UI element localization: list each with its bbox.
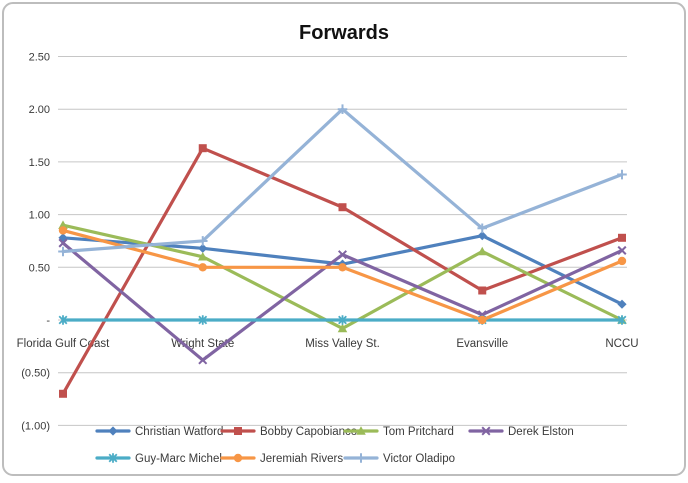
data-point-marker: [617, 315, 627, 325]
legend-item-bobby-capobianco: Bobby Capobianco: [220, 426, 357, 438]
data-point-marker: [356, 426, 366, 435]
data-point-marker: [58, 220, 68, 229]
data-point-marker: [478, 315, 487, 325]
data-point-marker: [338, 203, 347, 212]
data-point-marker: [198, 263, 207, 272]
legend-item-christian-watford: Christian Watford: [95, 426, 223, 438]
legend-item-jeremiah-rivers: Jeremiah Rivers: [220, 453, 343, 465]
data-point-marker: [617, 169, 627, 180]
y-tick-label: (0.50): [21, 368, 50, 380]
x-category-label: Miss Valley St.: [305, 338, 380, 350]
data-point-marker: [198, 243, 208, 253]
data-point-marker: [58, 246, 68, 257]
legend-label: Tom Pritchard: [383, 426, 454, 438]
legend-item-derek-elston: Derek Elston: [468, 426, 574, 438]
data-point-marker: [197, 236, 208, 246]
data-point-marker: [59, 389, 67, 398]
series-layer: [58, 104, 627, 398]
data-point-marker: [108, 426, 118, 436]
legend-label: Christian Watford: [135, 426, 223, 438]
y-tick-label: 1.50: [29, 157, 50, 169]
data-point-marker: [337, 323, 348, 333]
x-category-label: Evansville: [456, 338, 508, 350]
data-point-marker: [198, 144, 207, 153]
legend-layer: Christian Watford Bobby Capobianco Tom Pri…: [95, 426, 574, 465]
data-point-marker: [337, 104, 348, 114]
legend-label: Guy-Marc Michel: [135, 453, 222, 465]
data-point-marker: [477, 246, 488, 256]
y-tick-label: 0.50: [29, 262, 50, 274]
y-tick-label: (1.00): [21, 420, 50, 432]
data-point-marker: [197, 251, 208, 261]
data-point-marker: [356, 453, 366, 463]
data-point-marker: [617, 245, 627, 255]
data-point-marker: [108, 453, 118, 463]
y-tick-label: 1.00: [29, 210, 50, 222]
y-tick-label: 2.50: [29, 52, 50, 64]
data-point-marker: [477, 223, 488, 234]
chart-title: Forwards: [299, 22, 389, 44]
legend-label: Derek Elston: [508, 426, 574, 438]
data-point-marker: [338, 315, 347, 325]
data-point-marker: [198, 355, 208, 365]
legend-item-victor-oladipo: Victor Oladipo: [343, 453, 455, 465]
data-point-marker: [58, 238, 68, 248]
y-tick-label: 2.00: [29, 104, 50, 116]
data-point-marker: [338, 263, 347, 272]
data-point-marker: [234, 427, 242, 435]
data-point-marker: [198, 315, 208, 325]
x-category-label: Florida Gulf Coast: [17, 338, 110, 350]
legend-label: Bobby Capobianco: [260, 426, 357, 438]
x-category-label: NCCU: [605, 338, 638, 350]
legend-item-guy-marc-michel: Guy-Marc Michel: [95, 453, 222, 465]
series-victor-oladipo: [58, 104, 627, 257]
data-point-marker: [233, 453, 243, 463]
data-point-marker: [58, 315, 68, 325]
data-point-marker: [481, 426, 491, 436]
legend-label: Victor Oladipo: [383, 453, 455, 465]
data-point-marker: [58, 226, 68, 235]
series-jeremiah-rivers: [58, 226, 627, 325]
data-point-marker: [617, 256, 627, 266]
legend-item-tom-pritchard: Tom Pritchard: [343, 426, 454, 438]
data-point-marker: [337, 250, 348, 260]
data-point-marker: [478, 286, 487, 295]
data-point-marker: [477, 231, 487, 241]
y-tick-label: -: [46, 315, 50, 327]
data-point-marker: [617, 299, 627, 309]
chart-frame-border: [2, 2, 686, 476]
legend-label: Jeremiah Rivers: [260, 453, 343, 465]
data-point-marker: [618, 233, 626, 242]
